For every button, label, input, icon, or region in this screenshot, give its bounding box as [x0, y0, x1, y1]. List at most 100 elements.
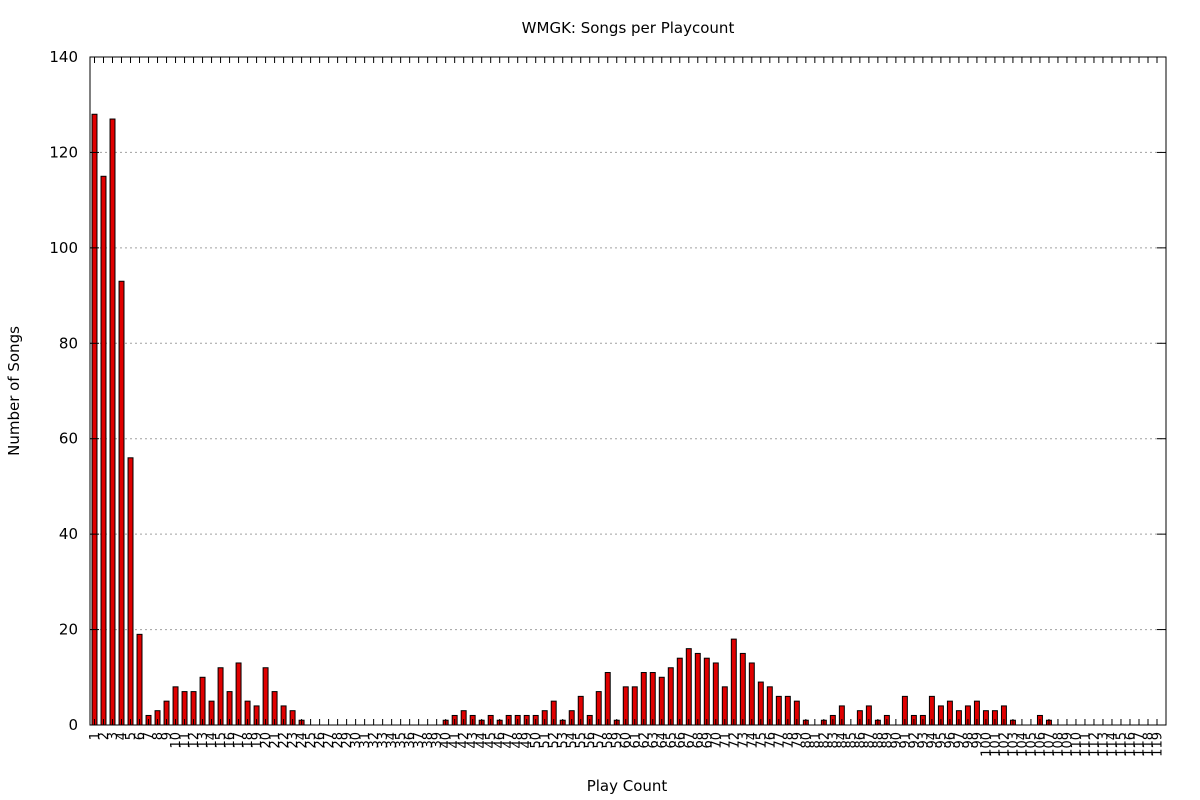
x-tick-label: 66: [673, 732, 688, 749]
bar: [217, 667, 224, 726]
x-tick-label: 117: [1132, 732, 1147, 757]
x-tick-label: 112: [1087, 732, 1102, 757]
x-tick-label: 28: [331, 732, 346, 749]
x-tick-label: 53: [556, 732, 571, 749]
x-tick-label: 72: [727, 732, 742, 749]
bar: [235, 662, 242, 726]
x-tick-label: 1: [88, 732, 103, 740]
x-tick-label: 34: [385, 732, 400, 749]
x-tick-label: 13: [196, 732, 211, 749]
x-tick-label: 8: [151, 732, 166, 740]
x-tick-label: 97: [952, 732, 967, 749]
x-tick-label: 69: [700, 732, 715, 749]
bar: [649, 672, 656, 726]
x-tick-label: 86: [853, 732, 868, 749]
grid-lines: [90, 151, 1166, 631]
x-tick-label: 71: [718, 732, 733, 749]
x-tick-label: 67: [682, 732, 697, 749]
bar: [640, 672, 647, 726]
bar: [91, 113, 98, 726]
x-tick-label: 100: [979, 732, 994, 757]
y-tick-label: 80: [59, 334, 78, 352]
y-tick-label: 20: [59, 621, 78, 639]
x-tick-label: 16: [223, 732, 238, 749]
bar: [100, 175, 107, 726]
x-tick-label: 110: [1069, 732, 1084, 757]
x-tick-label: 102: [997, 732, 1012, 757]
x-tick-label: 96: [943, 732, 958, 749]
x-tick-label: 55: [574, 732, 589, 749]
x-tick-label: 49: [520, 732, 535, 749]
x-tick-label: 43: [466, 732, 481, 749]
x-tick-label: 47: [502, 732, 517, 749]
bar: [694, 652, 701, 726]
bar: [739, 652, 746, 726]
x-tick-label: 29: [340, 732, 355, 749]
x-tick-label: 2: [97, 732, 112, 740]
y-tick-label: 140: [49, 48, 78, 66]
x-tick-label: 18: [241, 732, 256, 749]
x-tick-label: 91: [898, 732, 913, 749]
x-tick-label: 85: [844, 732, 859, 749]
x-tick-label: 73: [736, 732, 751, 749]
x-tick-label: 93: [916, 732, 931, 749]
x-tick-label: 30: [349, 732, 364, 749]
y-tick-label: 0: [68, 716, 78, 734]
x-tick-label: 101: [988, 732, 1003, 757]
x-tick-label: 79: [790, 732, 805, 749]
x-tick-label: 114: [1105, 732, 1120, 757]
x-tick-label: 10: [169, 732, 184, 749]
bar: [676, 657, 683, 726]
x-tick-label: 5: [124, 732, 139, 740]
x-tick-label: 59: [610, 732, 625, 749]
x-tick-label: 108: [1051, 732, 1066, 757]
x-tick-label: 12: [187, 732, 202, 749]
x-tick-label: 6: [133, 732, 148, 740]
bar: [685, 648, 692, 726]
chart-title: WMGK: Songs per Playcount: [522, 19, 735, 37]
x-tick-label: 107: [1042, 732, 1057, 757]
x-tick-label: 63: [646, 732, 661, 749]
x-tick-label: 109: [1060, 732, 1075, 757]
bar: [199, 676, 206, 726]
x-tick-label: 58: [601, 732, 616, 749]
x-tick-label: 17: [232, 732, 247, 749]
x-tick-label: 56: [583, 732, 598, 749]
x-tick-label: 19: [250, 732, 265, 749]
x-tick-label: 20: [259, 732, 274, 749]
x-tick-label: 99: [970, 732, 985, 749]
x-tick-label: 106: [1033, 732, 1048, 757]
x-tick-label: 48: [511, 732, 526, 749]
bar: [127, 457, 134, 726]
x-tick-label: 15: [214, 732, 229, 749]
x-tick-label: 119: [1150, 732, 1165, 757]
x-tick-label: 87: [862, 732, 877, 749]
x-tick-label: 74: [745, 732, 760, 749]
x-tick-label: 70: [709, 732, 724, 749]
x-tick-label: 22: [277, 732, 292, 749]
x-tick-label: 94: [925, 732, 940, 749]
plot-frame: [89, 56, 1167, 726]
x-tick-label: 46: [493, 732, 508, 749]
x-tick-label: 80: [799, 732, 814, 749]
bar: [109, 118, 116, 726]
x-tick-label: 3: [106, 732, 121, 740]
x-tick-label: 60: [619, 732, 634, 749]
x-tick-label: 104: [1015, 732, 1030, 757]
x-tick-label: 50: [529, 732, 544, 749]
x-tick-label: 36: [403, 732, 418, 749]
x-axis-label: Play Count: [587, 777, 668, 795]
bar: [712, 662, 719, 726]
x-tick-label: 98: [961, 732, 976, 749]
x-tick-label: 78: [781, 732, 796, 749]
bar: [703, 657, 710, 726]
x-tick-label: 11: [178, 732, 193, 749]
x-tick-label: 44: [475, 732, 490, 749]
x-tick-label: 83: [826, 732, 841, 749]
x-tick-label: 39: [430, 732, 445, 749]
x-tick-label: 81: [808, 732, 823, 749]
x-tick-label: 103: [1006, 732, 1021, 757]
y-tick-label: 60: [59, 430, 78, 448]
